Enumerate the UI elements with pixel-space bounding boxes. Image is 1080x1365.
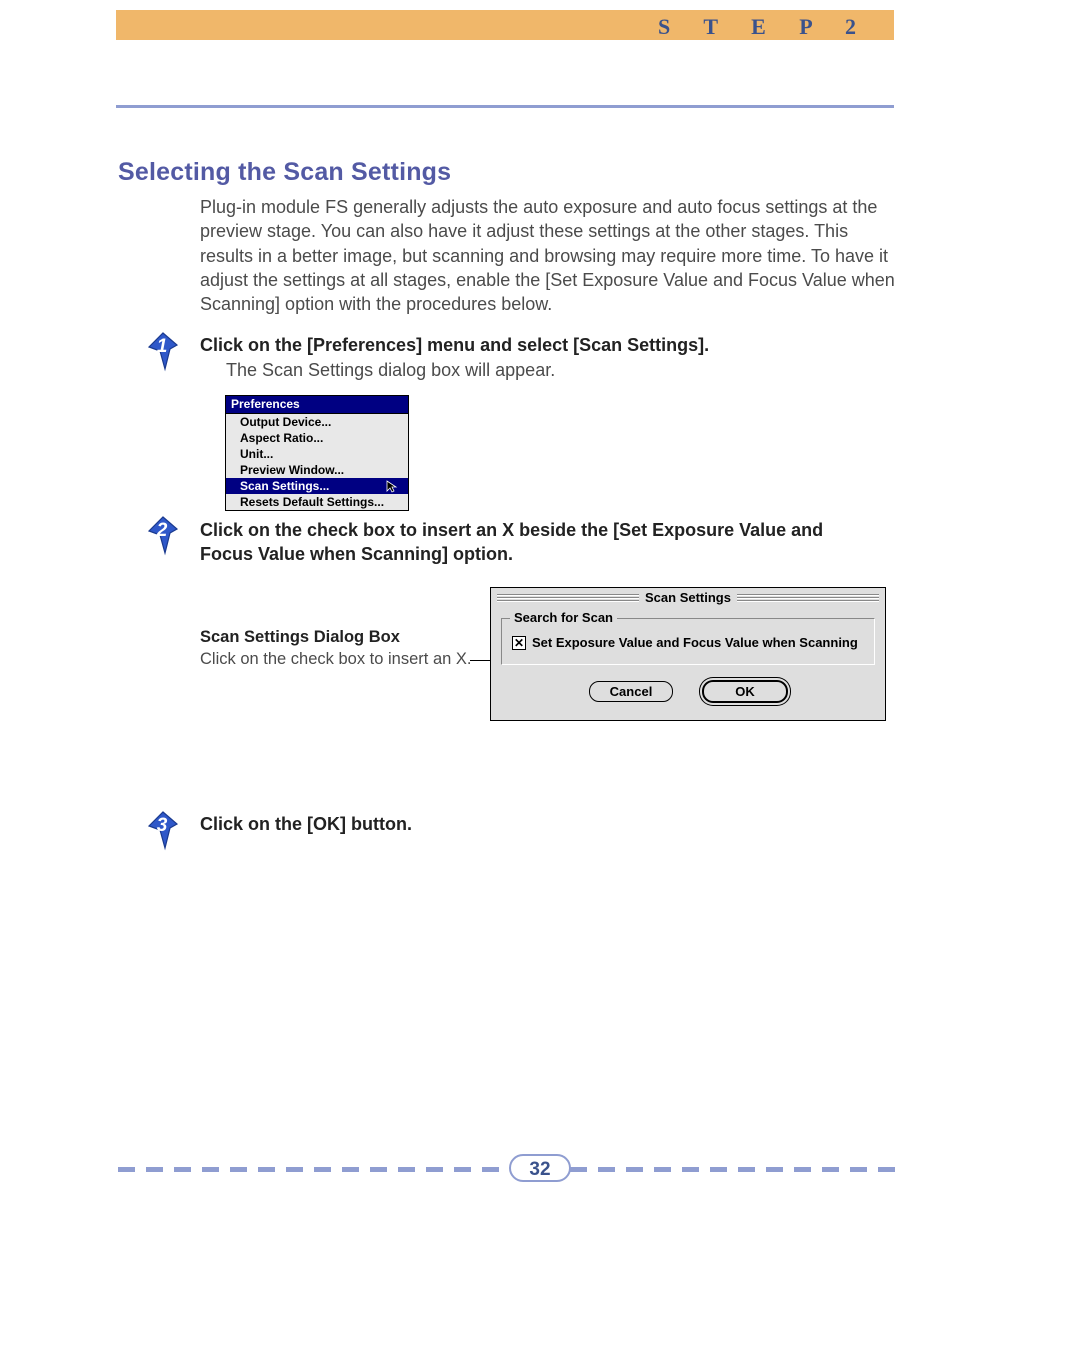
checkbox-x-icon: ✕	[514, 637, 524, 649]
step-badge-3: 3	[143, 808, 179, 844]
step-badge-1: 1	[143, 329, 179, 365]
dialog-titlebar: Scan Settings	[491, 588, 885, 608]
page-title: Selecting the Scan Settings	[118, 158, 451, 187]
prefs-item-scan-settings-label: Scan Settings...	[240, 479, 329, 493]
step1-heading: Click on the [Preferences] menu and sele…	[200, 335, 709, 356]
prefs-item-output-device[interactable]: Output Device...	[226, 414, 408, 430]
intro-paragraph: Plug-in module FS generally adjusts the …	[200, 195, 900, 316]
set-exposure-checkbox[interactable]: ✕	[512, 636, 526, 650]
svg-text:1: 1	[157, 336, 168, 357]
page-number: 32	[509, 1154, 571, 1182]
dialog-title: Scan Settings	[639, 590, 737, 605]
step3-heading: Click on the [OK] button.	[200, 814, 412, 835]
cursor-icon	[386, 480, 398, 498]
footer-dashes-right	[514, 1167, 895, 1172]
prefs-item-resets-default[interactable]: Resets Default Settings...	[226, 494, 408, 510]
preferences-menu: Preferences Output Device... Aspect Rati…	[225, 395, 409, 511]
svg-text:3: 3	[157, 815, 168, 836]
prefs-item-aspect-ratio[interactable]: Aspect Ratio...	[226, 430, 408, 446]
dialog-callout-label: Scan Settings Dialog Box	[200, 628, 400, 647]
dialog-button-row: Cancel OK	[491, 665, 885, 720]
step-label: S T E P 2	[658, 14, 870, 40]
ok-button[interactable]: OK	[703, 681, 787, 702]
dialog-groupbox: Search for Scan ✕ Set Exposure Value and…	[501, 618, 875, 665]
prefs-item-scan-settings[interactable]: Scan Settings...	[226, 478, 408, 494]
step1-body: The Scan Settings dialog box will appear…	[226, 360, 555, 381]
footer-dashes-left	[118, 1167, 499, 1172]
cancel-button[interactable]: Cancel	[589, 681, 673, 702]
dialog-group-label: Search for Scan	[510, 610, 617, 625]
preferences-menu-body: Output Device... Aspect Ratio... Unit...…	[226, 414, 408, 510]
scan-settings-dialog: Scan Settings Search for Scan ✕ Set Expo…	[490, 587, 886, 721]
preferences-menu-title: Preferences	[226, 396, 408, 414]
dialog-callout-body: Click on the check box to insert an X.	[200, 650, 471, 669]
set-exposure-checkbox-label: Set Exposure Value and Focus Value when …	[532, 635, 858, 650]
header-band: S T E P 2	[116, 10, 894, 40]
header-rule	[116, 105, 894, 108]
svg-text:2: 2	[156, 520, 168, 541]
step-badge-2: 2	[143, 513, 179, 549]
prefs-item-preview-window[interactable]: Preview Window...	[226, 462, 408, 478]
prefs-item-unit[interactable]: Unit...	[226, 446, 408, 462]
step2-heading: Click on the check box to insert an X be…	[200, 518, 880, 567]
